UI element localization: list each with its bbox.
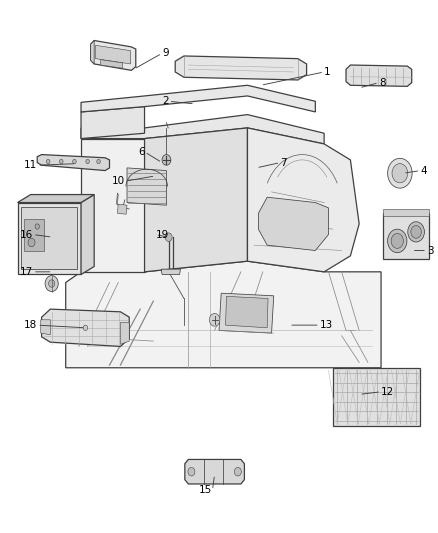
- Text: 11: 11: [24, 160, 37, 170]
- Polygon shape: [117, 204, 127, 214]
- Polygon shape: [117, 193, 118, 205]
- Text: 12: 12: [381, 387, 394, 397]
- Text: 6: 6: [138, 147, 145, 157]
- Circle shape: [46, 159, 50, 164]
- Polygon shape: [91, 41, 136, 70]
- Polygon shape: [37, 155, 110, 171]
- Circle shape: [162, 155, 171, 165]
- Circle shape: [391, 233, 403, 248]
- Text: 19: 19: [155, 230, 169, 239]
- Circle shape: [49, 280, 55, 287]
- Polygon shape: [18, 195, 94, 203]
- Text: 9: 9: [162, 49, 169, 58]
- Text: 16: 16: [20, 230, 33, 239]
- Text: 15: 15: [199, 486, 212, 495]
- Polygon shape: [127, 168, 166, 205]
- Polygon shape: [81, 107, 145, 139]
- Polygon shape: [185, 459, 244, 484]
- Circle shape: [408, 222, 424, 242]
- Circle shape: [234, 467, 241, 476]
- Polygon shape: [91, 41, 94, 64]
- Circle shape: [73, 159, 76, 164]
- Circle shape: [35, 224, 39, 229]
- Polygon shape: [18, 203, 81, 274]
- Circle shape: [45, 276, 58, 292]
- Polygon shape: [21, 207, 77, 269]
- Circle shape: [28, 238, 35, 247]
- Polygon shape: [226, 296, 268, 328]
- Polygon shape: [258, 197, 328, 251]
- Polygon shape: [66, 261, 381, 368]
- Polygon shape: [81, 85, 315, 112]
- Circle shape: [209, 313, 220, 326]
- Text: 4: 4: [420, 166, 427, 175]
- Circle shape: [60, 159, 63, 164]
- Polygon shape: [42, 309, 129, 346]
- Polygon shape: [81, 115, 324, 144]
- Circle shape: [83, 325, 88, 330]
- Polygon shape: [81, 195, 94, 274]
- Polygon shape: [219, 293, 274, 333]
- Polygon shape: [101, 60, 123, 68]
- Polygon shape: [145, 128, 247, 272]
- Circle shape: [97, 159, 100, 164]
- Circle shape: [392, 164, 408, 183]
- Polygon shape: [175, 56, 307, 80]
- Text: 13: 13: [320, 320, 333, 330]
- Circle shape: [165, 233, 172, 241]
- Polygon shape: [383, 209, 429, 216]
- Circle shape: [388, 229, 407, 253]
- Circle shape: [411, 225, 421, 238]
- Polygon shape: [383, 213, 429, 259]
- Circle shape: [188, 467, 195, 476]
- Circle shape: [388, 158, 412, 188]
- Polygon shape: [346, 65, 412, 86]
- Polygon shape: [81, 139, 145, 272]
- Text: 17: 17: [20, 267, 33, 277]
- Polygon shape: [247, 128, 359, 272]
- Text: 2: 2: [162, 96, 169, 106]
- Polygon shape: [41, 320, 50, 335]
- Text: 8: 8: [379, 78, 385, 87]
- Circle shape: [86, 159, 89, 164]
- Polygon shape: [333, 368, 420, 426]
- Polygon shape: [24, 219, 44, 251]
- Text: 18: 18: [24, 320, 37, 330]
- Polygon shape: [161, 269, 180, 274]
- Polygon shape: [120, 322, 129, 344]
- Text: 1: 1: [324, 67, 331, 77]
- Polygon shape: [95, 45, 131, 64]
- Text: 3: 3: [427, 246, 434, 255]
- Text: 7: 7: [280, 158, 287, 167]
- Text: 10: 10: [112, 176, 125, 186]
